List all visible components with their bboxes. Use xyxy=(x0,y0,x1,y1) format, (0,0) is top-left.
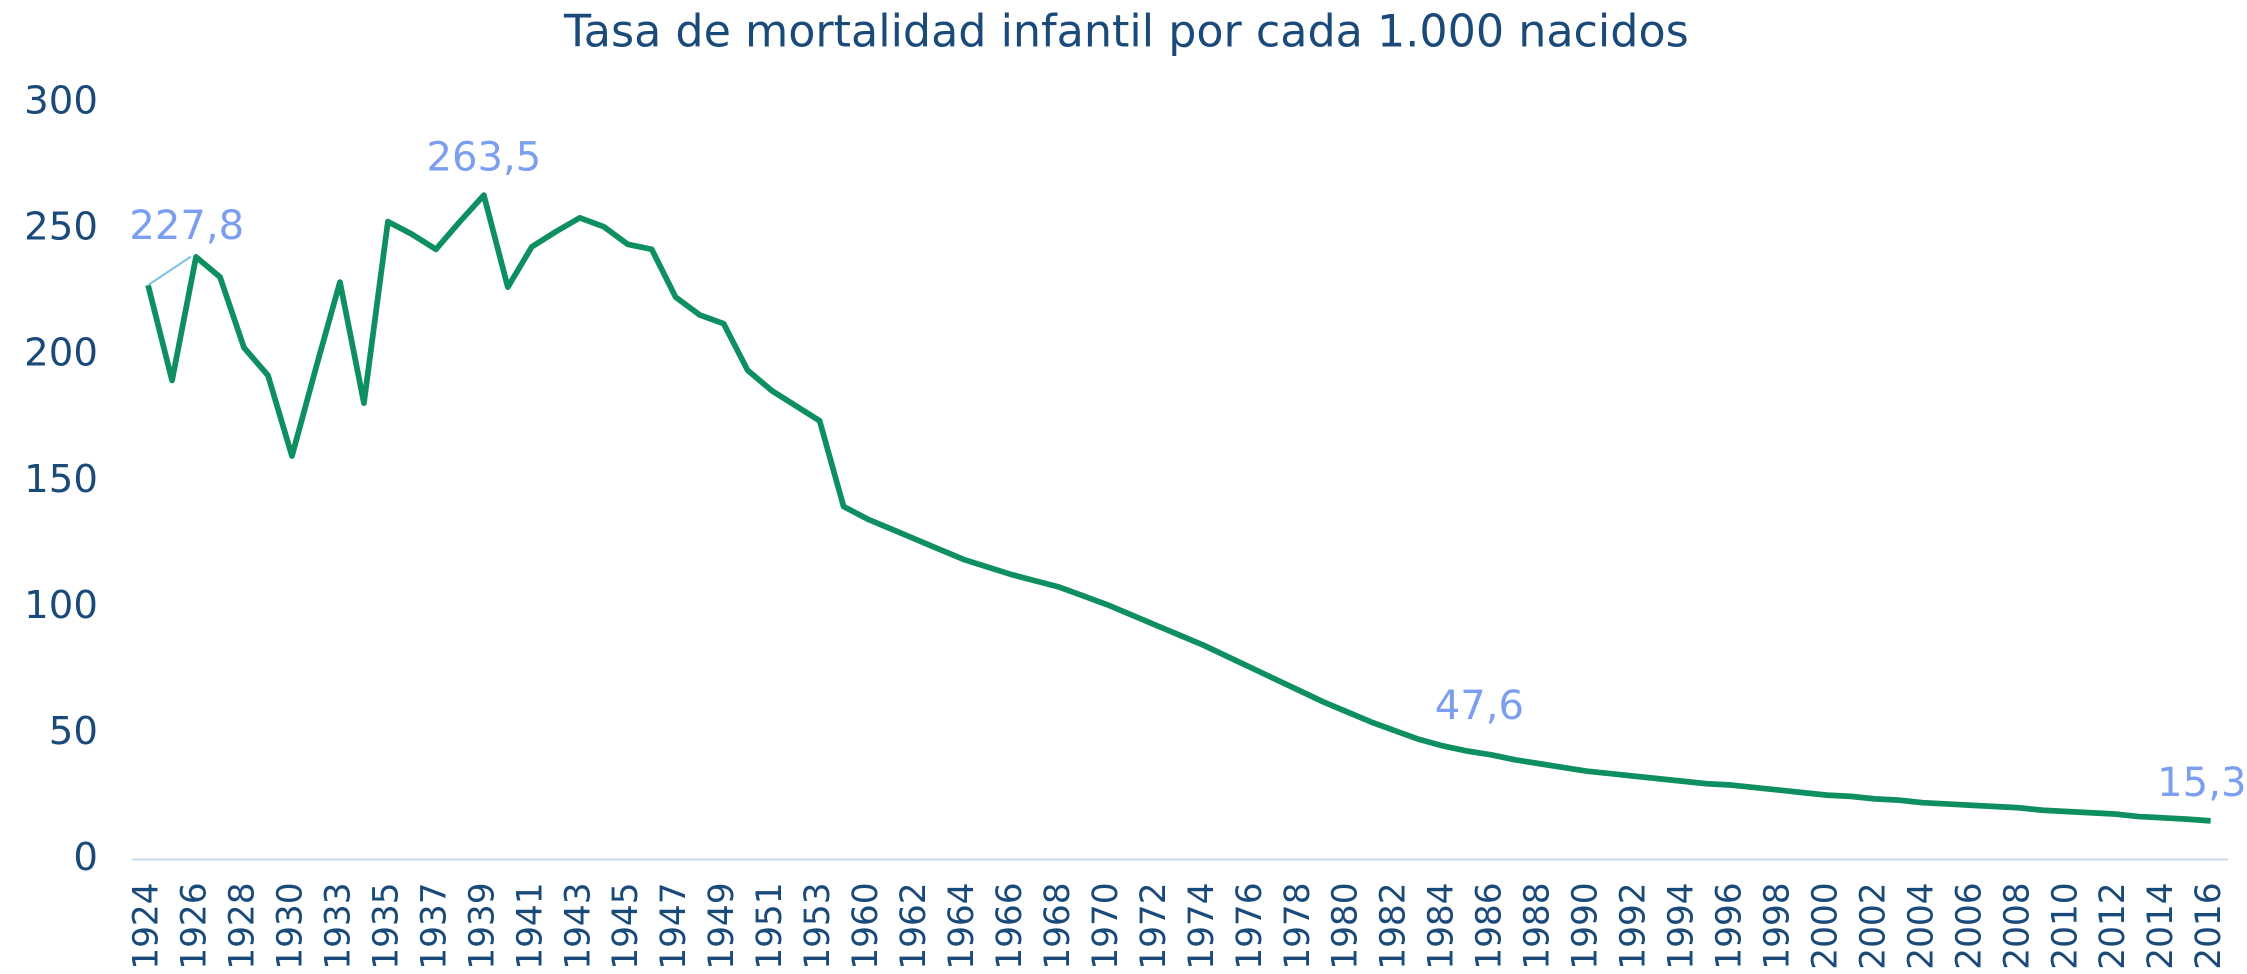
x-tick-label: 2000 xyxy=(1805,882,1845,969)
x-tick-label: 1962 xyxy=(894,882,934,969)
x-tick-label: 2006 xyxy=(1949,882,1989,969)
x-tick-label: 1976 xyxy=(1230,882,1270,969)
y-tick-label: 200 xyxy=(24,331,98,376)
data-label: 15,3 xyxy=(2157,760,2246,806)
x-tick-label: 1945 xyxy=(606,882,646,969)
y-tick-label: 150 xyxy=(24,457,98,502)
x-tick-label: 1960 xyxy=(846,882,886,969)
x-tick-label: 1984 xyxy=(1422,882,1462,969)
x-tick-label: 2014 xyxy=(2141,882,2181,969)
y-tick-label: 250 xyxy=(24,205,98,250)
data-label: 227,8 xyxy=(129,203,244,249)
x-tick-label: 1980 xyxy=(1326,882,1366,969)
x-tick-label: 1974 xyxy=(1182,882,1222,969)
x-tick-label: 1982 xyxy=(1374,882,1414,969)
x-tick-label: 1986 xyxy=(1470,882,1510,969)
x-tick-label: 1972 xyxy=(1134,882,1174,969)
x-tick-label: 1990 xyxy=(1566,882,1606,969)
x-tick-label: 1953 xyxy=(798,882,838,969)
x-tick-label: 1937 xyxy=(414,882,454,969)
x-tick-label: 2004 xyxy=(1901,882,1941,969)
x-tick-label: 1998 xyxy=(1757,882,1797,969)
x-tick-label: 1966 xyxy=(990,882,1030,969)
x-tick-label: 1988 xyxy=(1518,882,1558,969)
y-tick-label: 100 xyxy=(24,583,98,628)
data-label: 263,5 xyxy=(426,134,541,180)
x-tick-label: 1949 xyxy=(702,882,742,969)
x-tick-label: 1939 xyxy=(462,882,502,969)
x-tick-label: 1928 xyxy=(223,882,263,969)
x-tick-label: 1970 xyxy=(1086,882,1126,969)
x-tick-label: 1951 xyxy=(750,882,790,969)
x-tick-label: 1992 xyxy=(1614,882,1654,969)
x-tick-label: 1996 xyxy=(1709,882,1749,969)
data-label: 47,6 xyxy=(1435,683,1524,729)
data-line xyxy=(145,192,2211,824)
x-tick-label: 1947 xyxy=(654,882,694,969)
x-tick-label: 2016 xyxy=(2189,882,2229,969)
y-tick-label: 300 xyxy=(24,79,98,124)
x-tick-label: 1994 xyxy=(1662,882,1702,969)
x-tick-label: 1930 xyxy=(270,882,310,969)
x-tick-label: 1941 xyxy=(510,882,550,969)
x-tick-label: 1964 xyxy=(942,882,982,969)
x-tick-label: 2010 xyxy=(2045,882,2085,969)
x-tick-label: 1935 xyxy=(366,882,406,969)
leader-line xyxy=(147,255,192,287)
chart-title: Tasa de mortalidad infantil por cada 1.0… xyxy=(563,6,1689,57)
y-tick-label: 50 xyxy=(49,709,98,754)
x-tick-label: 1924 xyxy=(127,882,167,969)
x-tick-label: 1926 xyxy=(175,882,215,969)
x-tick-label: 1933 xyxy=(318,882,358,969)
x-tick-label: 2002 xyxy=(1853,882,1893,969)
y-tick-label: 0 xyxy=(73,835,98,880)
x-tick-label: 2008 xyxy=(1997,882,2037,969)
x-tick-label: 1978 xyxy=(1278,882,1318,969)
x-tick-label: 1968 xyxy=(1038,882,1078,969)
x-tick-label: 1943 xyxy=(558,882,598,969)
x-tick-label: 2012 xyxy=(2093,882,2133,969)
